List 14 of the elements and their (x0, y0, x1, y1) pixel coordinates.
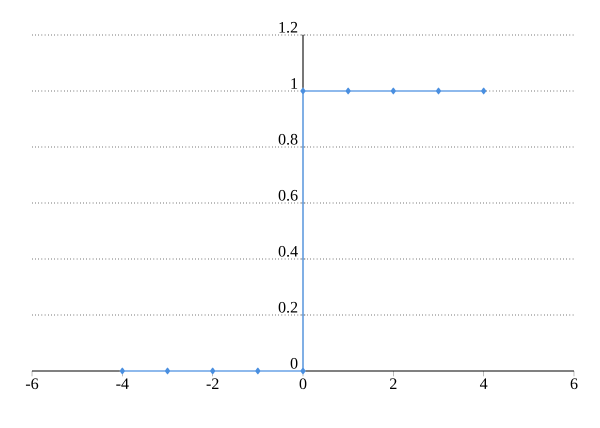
y-tick-label: 1.2 (279, 22, 298, 33)
y-tick-label: 0 (290, 358, 298, 369)
y-tick-label: 0.4 (278, 246, 298, 257)
x-tick-label: 2 (390, 378, 396, 389)
x-tick-label: 0 (300, 378, 306, 390)
x-tick-label: 6 (570, 378, 578, 390)
y-tick-label: 0.8 (278, 134, 298, 145)
y-tick-label: 0.6 (278, 190, 298, 201)
y-tick-label: 0.2 (278, 302, 298, 313)
x-tick-label: -2 (206, 378, 218, 389)
x-tick-label: 4 (480, 378, 488, 389)
x-tick-label: -6 (26, 378, 38, 390)
y-tick-label: 1 (291, 78, 298, 89)
x-tick-label: -4 (116, 378, 129, 389)
